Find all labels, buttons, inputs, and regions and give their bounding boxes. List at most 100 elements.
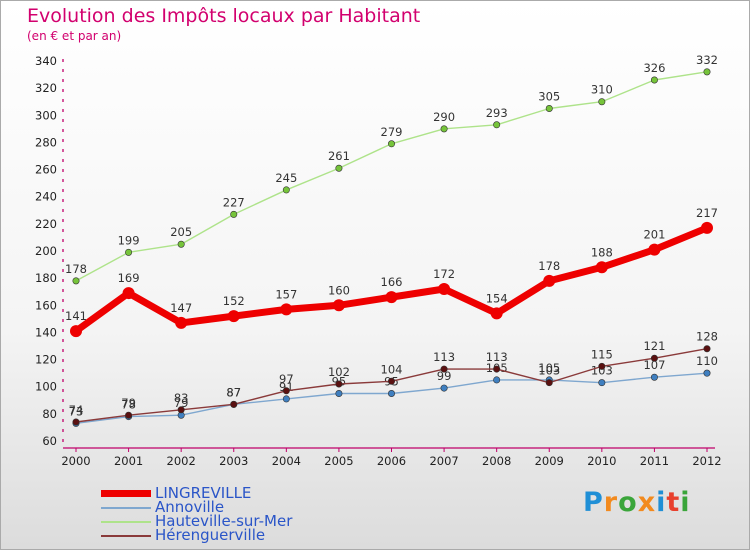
data-label: 79 — [174, 396, 189, 410]
logo-letter: o — [618, 487, 638, 518]
series-annoville: 7378798791959599105105103107110 — [69, 354, 718, 427]
data-label: 121 — [643, 339, 665, 353]
data-label: 97 — [279, 372, 294, 386]
y-tick-label: 220 — [35, 217, 57, 231]
data-label: 107 — [643, 358, 665, 372]
legend-label: Hauteville-sur-Mer — [155, 512, 293, 530]
series-layer: 7378798791959599105105103107110178199205… — [65, 53, 718, 427]
data-label: 103 — [591, 364, 613, 378]
data-label: 332 — [696, 53, 718, 67]
data-point — [650, 354, 658, 362]
x-tick-label: 2000 — [61, 454, 90, 468]
data-label: 172 — [433, 267, 455, 281]
data-point — [125, 248, 133, 256]
data-point — [650, 373, 658, 381]
y-tick-label: 200 — [35, 244, 57, 258]
data-point — [648, 243, 661, 256]
data-point — [438, 283, 451, 295]
data-point — [543, 274, 556, 287]
legend-swatch — [101, 535, 151, 537]
data-point — [385, 291, 398, 304]
data-label: 227 — [223, 195, 245, 209]
data-label: 217 — [696, 206, 718, 220]
data-point — [440, 125, 448, 133]
data-point — [440, 365, 448, 373]
data-label: 188 — [591, 245, 613, 259]
data-label: 113 — [486, 350, 508, 364]
data-label: 178 — [538, 259, 560, 273]
data-label: 147 — [170, 301, 192, 315]
legend-swatch — [101, 521, 151, 523]
y-tick-label: 300 — [35, 108, 57, 122]
data-point — [335, 380, 343, 388]
y-tick-label: 320 — [35, 81, 57, 95]
y-tick-label: 60 — [42, 434, 57, 448]
logo-letter: x — [637, 487, 657, 518]
data-point — [282, 395, 290, 403]
legend-label: Annoville — [155, 498, 225, 516]
y-tick-label: 180 — [35, 271, 57, 285]
legend-swatch — [101, 490, 151, 497]
data-label: 105 — [538, 361, 560, 375]
data-point — [387, 377, 395, 385]
x-tick-label: 2010 — [587, 454, 616, 468]
x-tick-label: 2008 — [482, 454, 511, 468]
data-label: 87 — [226, 385, 241, 399]
y-tick-label: 280 — [35, 135, 57, 149]
data-label: 205 — [170, 225, 192, 239]
data-point — [493, 376, 501, 384]
y-tick-label: 100 — [35, 380, 57, 394]
data-point — [650, 76, 658, 84]
data-label: 104 — [381, 362, 403, 376]
data-label: 157 — [275, 287, 297, 301]
logo-letter: r — [603, 487, 619, 518]
data-point — [387, 389, 395, 397]
y-tick-label: 340 — [35, 54, 57, 68]
legend-swatch — [101, 507, 151, 509]
data-point — [335, 389, 343, 397]
data-label: 99 — [437, 369, 452, 383]
data-label: 103 — [538, 364, 560, 378]
axes: 60 80 100 120 140 160 180 200 220 240 260 280 300 320… — [35, 54, 722, 468]
data-label: 152 — [223, 294, 245, 308]
logo-letter: P — [583, 487, 604, 518]
chart-title: Evolution des Impôts locaux par Habitant — [27, 5, 421, 27]
x-tick-label: 2001 — [114, 454, 143, 468]
data-label: 261 — [328, 149, 350, 163]
logo-letter: t — [666, 487, 681, 518]
data-point — [598, 379, 606, 387]
data-label: 293 — [486, 106, 508, 120]
data-label: 73 — [69, 404, 84, 418]
data-point — [493, 121, 501, 129]
data-point — [493, 365, 501, 373]
data-point — [545, 105, 553, 113]
data-point — [703, 345, 711, 353]
chart-subtitle: (en € et par an) — [27, 29, 122, 43]
data-point — [598, 98, 606, 106]
data-point — [175, 316, 188, 329]
data-point — [490, 307, 503, 320]
x-tick-label: 2005 — [324, 454, 353, 468]
data-point — [332, 299, 345, 312]
x-tick-label: 2003 — [219, 454, 248, 468]
data-point — [72, 418, 80, 426]
data-label: 290 — [433, 110, 455, 124]
data-label: 305 — [538, 90, 560, 104]
data-point — [335, 164, 343, 172]
data-label: 169 — [118, 271, 140, 285]
data-point — [598, 362, 606, 370]
data-label: 102 — [328, 365, 350, 379]
x-tick-label: 2012 — [692, 454, 721, 468]
y-tick-label: 260 — [35, 163, 57, 177]
x-tick-label: 2009 — [535, 454, 564, 468]
data-label: 154 — [486, 291, 508, 305]
data-point — [282, 186, 290, 194]
data-point — [440, 384, 448, 392]
y-tick-label: 140 — [35, 325, 57, 339]
data-label: 199 — [118, 233, 140, 247]
data-point — [122, 287, 135, 300]
data-label: 115 — [591, 347, 613, 361]
y-tick-label: 240 — [35, 190, 57, 204]
